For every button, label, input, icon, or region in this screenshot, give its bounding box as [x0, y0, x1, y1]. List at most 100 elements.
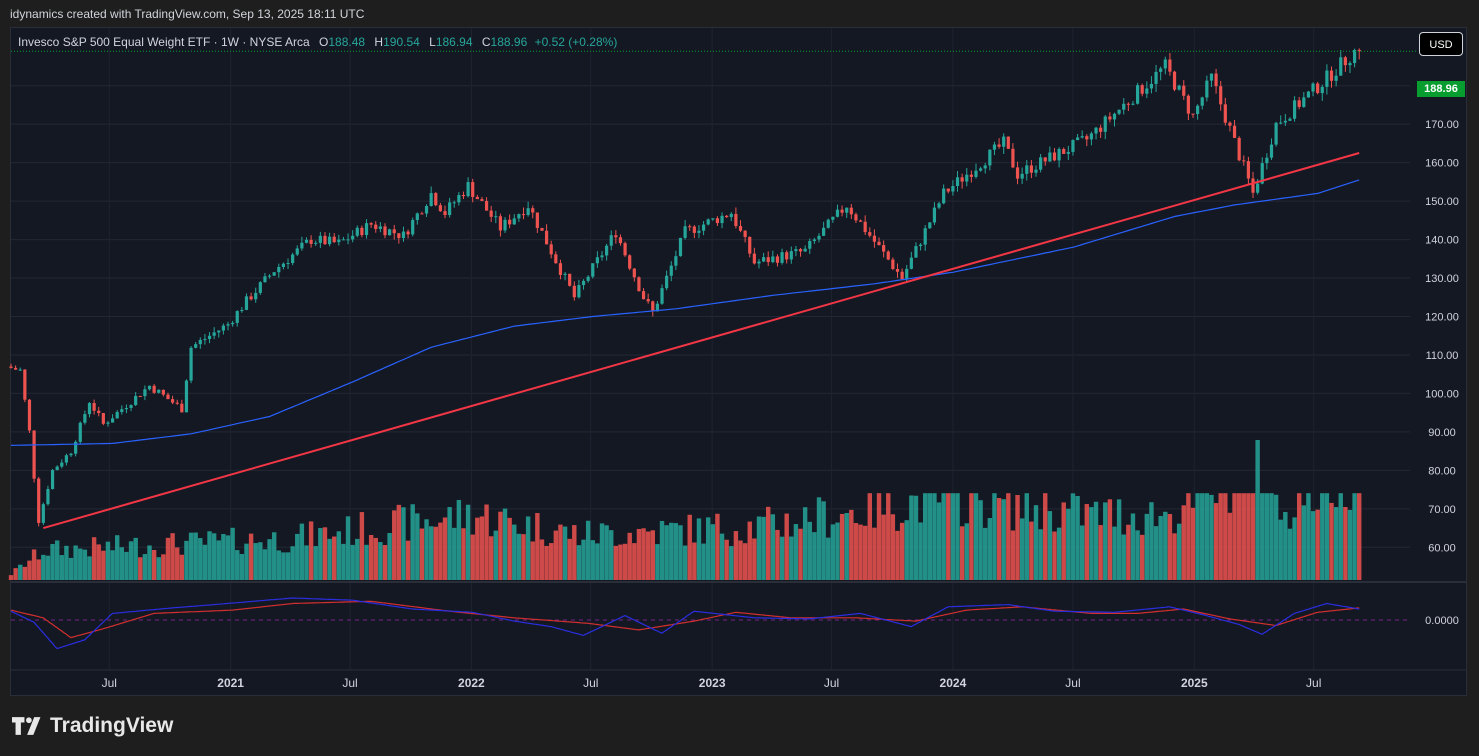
volume-bar — [1283, 511, 1288, 580]
volume-bar — [184, 540, 189, 580]
volume-bar — [133, 537, 138, 580]
candle-body — [97, 410, 101, 414]
volume-bar — [1315, 509, 1320, 580]
candle-body — [60, 462, 64, 467]
time-tick-label: 2021 — [217, 676, 244, 690]
candle-body — [605, 245, 609, 256]
volume-bar — [913, 495, 919, 580]
candle-body — [1339, 57, 1343, 76]
volume-bar — [784, 513, 789, 580]
candle-body — [1052, 152, 1057, 161]
candle-body — [734, 213, 738, 227]
candle-body — [1043, 157, 1047, 162]
candle-body — [143, 389, 147, 397]
volume-bar — [1209, 494, 1214, 580]
candle-body — [1126, 103, 1130, 105]
open-label: O — [319, 35, 329, 49]
time-tick-label: 2023 — [699, 676, 726, 690]
volume-bar — [1223, 493, 1228, 580]
candle-body — [568, 273, 572, 286]
price-tick-label: 60.00 — [1428, 542, 1456, 554]
volume-bar — [1052, 531, 1057, 580]
candle-body — [9, 366, 13, 368]
volume-bar — [655, 544, 660, 580]
volume-bar — [322, 527, 328, 580]
volume-bar — [1172, 533, 1177, 580]
candle-body — [1334, 75, 1338, 81]
currency-button[interactable]: USD — [1419, 32, 1463, 56]
volume-bar — [165, 537, 171, 580]
volume-bar — [946, 493, 951, 580]
volume-bar — [572, 525, 577, 580]
candle-body — [212, 332, 216, 336]
candle-body — [226, 324, 230, 326]
tradingview-logo[interactable]: TradingView — [12, 714, 173, 738]
volume-bar — [179, 554, 185, 580]
volume-bar — [927, 493, 933, 580]
last-price-tag: 188.96 — [1417, 81, 1465, 97]
candle-body — [595, 257, 599, 264]
candle-body — [974, 170, 978, 177]
volume-bar — [1186, 493, 1191, 580]
volume-bar — [401, 507, 406, 580]
volume-bar — [567, 538, 572, 580]
candle-body — [1200, 97, 1204, 106]
volume-bar — [128, 541, 134, 580]
volume-bar — [318, 528, 323, 580]
candle-body — [254, 292, 258, 300]
candle-body — [309, 239, 313, 244]
candle-body — [540, 227, 544, 231]
volume-bar — [415, 513, 420, 580]
price-tick-label: 90.00 — [1428, 427, 1456, 439]
candle-body — [244, 296, 249, 310]
volume-bar — [211, 533, 217, 580]
candle-body — [332, 236, 336, 243]
volume-bar — [1292, 517, 1297, 580]
volume-bar — [235, 550, 240, 580]
volume-bar — [290, 546, 295, 580]
candle-body — [1089, 133, 1094, 140]
volume-bar — [271, 532, 277, 580]
time-tick-label: Jul — [102, 676, 117, 690]
candle-body — [327, 236, 332, 245]
candle-body — [577, 285, 581, 298]
candle-body — [891, 259, 895, 270]
candle-body — [364, 223, 369, 236]
price-tick-label: 120.00 — [1425, 312, 1459, 324]
volume-bar — [452, 527, 457, 580]
candle-body — [1154, 71, 1158, 84]
volume-bar — [82, 549, 88, 580]
candle-body — [1159, 68, 1163, 72]
volume-bar — [1093, 501, 1099, 580]
candle-body — [748, 236, 752, 254]
volume-bar — [96, 544, 101, 580]
volume-bar — [1167, 514, 1173, 580]
candle-body — [1002, 136, 1006, 147]
volume-bar — [442, 517, 448, 580]
candle-body — [1320, 86, 1324, 94]
volume-bar — [1019, 518, 1025, 580]
candle-body — [1149, 83, 1154, 89]
candle-body — [1297, 100, 1301, 107]
candle-body — [1071, 140, 1075, 152]
volume-bar — [188, 532, 194, 580]
volume-bar — [479, 516, 485, 580]
candle-body — [771, 256, 775, 263]
candle-body — [1232, 125, 1237, 138]
candle-body — [420, 213, 424, 215]
candle-body — [1357, 49, 1361, 52]
volume-bar — [285, 552, 291, 580]
volume-bar — [604, 525, 609, 580]
volume-bar — [1130, 513, 1136, 580]
volume-bar — [1296, 493, 1302, 580]
candle-body — [424, 206, 429, 214]
volume-bar — [382, 545, 388, 580]
volume-bar — [1357, 493, 1362, 580]
candle-body — [632, 268, 636, 278]
candle-body — [406, 231, 410, 235]
volume-bar — [41, 554, 46, 580]
volume-bar — [105, 541, 111, 580]
candle-body — [1223, 104, 1227, 123]
chart-frame[interactable] — [10, 27, 1467, 696]
